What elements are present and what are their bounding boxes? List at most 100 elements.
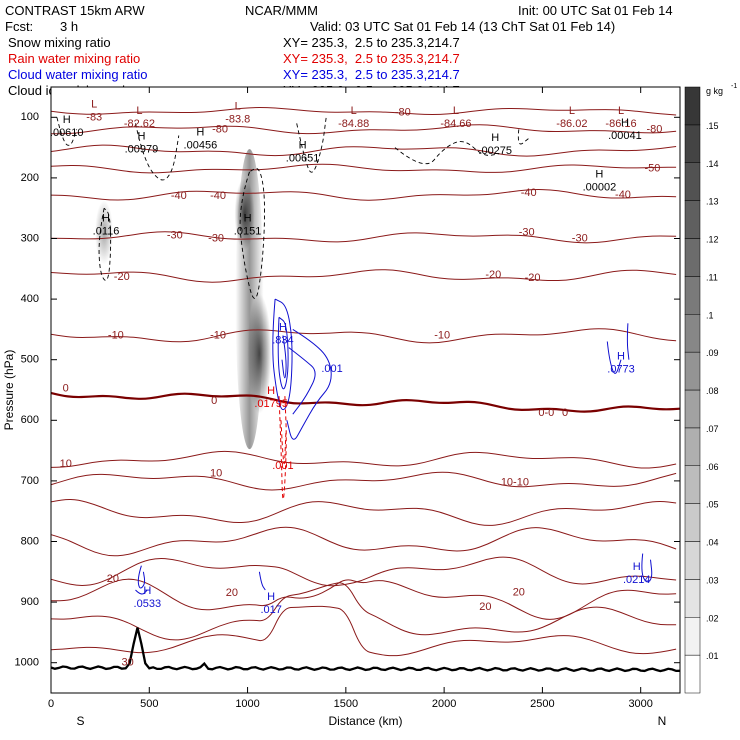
colorbar-label: .15 <box>706 121 719 131</box>
isotherm-label: -20 <box>525 272 541 284</box>
isotherm-line <box>51 450 677 469</box>
extremum-marker: H <box>617 351 625 363</box>
isotherm-label: 10-10 <box>501 477 529 489</box>
extremum-marker: H <box>299 140 307 152</box>
isotherm-label: 0-0 <box>538 407 554 419</box>
init-time: Init: 00 UTC Sat 01 Feb 14 <box>518 3 673 18</box>
colorbar-bin <box>684 503 701 542</box>
y-tick-label: 800 <box>21 535 39 547</box>
extremum-marker: H <box>63 114 71 126</box>
cloud-water-contour <box>286 328 332 440</box>
cloud-water-contour <box>641 553 653 583</box>
extremum-marker: L <box>569 105 575 117</box>
extremum-value: .0533 <box>134 598 162 610</box>
y-tick-label: 500 <box>21 354 39 366</box>
legend-label: Cloud water mixing ratio <box>8 67 148 82</box>
colorbar-bin <box>684 579 701 618</box>
extremum-value: .00651 <box>286 153 320 165</box>
isotherm-line <box>51 526 677 557</box>
isotherm-line <box>51 328 677 344</box>
y-tick-label: 100 <box>21 111 39 123</box>
extremum-value: .017 <box>260 604 281 616</box>
y-axis-title: Pressure (hPa) <box>2 350 16 431</box>
colorbar-bin <box>684 162 701 201</box>
extremum-marker: L <box>351 105 357 117</box>
cloud-water-contour <box>626 323 630 360</box>
isotherm-line <box>51 498 677 526</box>
extremum-marker: H <box>196 126 204 138</box>
colorbar-bin <box>684 200 701 239</box>
y-tick-label: 300 <box>21 232 39 244</box>
colorbar-bin <box>684 276 701 315</box>
isotherm-label: -30 <box>167 229 183 241</box>
colorbar-bin <box>684 617 701 656</box>
extremum-marker: L <box>618 105 624 117</box>
isotherm-label: 0 <box>562 407 568 419</box>
rain-contour <box>280 420 287 464</box>
colorbar-label: .13 <box>706 197 719 207</box>
legend-label: Snow mixing ratio <box>8 35 111 50</box>
ice-shading-core <box>234 178 255 251</box>
ice-contour <box>394 141 500 165</box>
isotherm-line <box>51 231 677 244</box>
legend-xy: XY= 235.3, 2.5 to 235.3,214.7 <box>283 51 460 66</box>
ice-shading-small <box>95 200 114 265</box>
extremum-marker: L <box>91 98 97 110</box>
isotherm-label: -80 <box>212 123 228 135</box>
colorbar-bin <box>684 314 701 353</box>
x-tick-label: 0 <box>48 698 54 710</box>
zero-isotherm <box>51 391 680 413</box>
isotherm-line <box>51 556 677 587</box>
y-tick-label: 700 <box>21 475 39 487</box>
colorbar-bin <box>684 124 701 163</box>
cloud-water-contour <box>135 589 148 595</box>
forecast-value: 3 h <box>60 19 79 34</box>
extremum-value: .00979 <box>125 144 159 156</box>
isotherm-line <box>51 471 677 491</box>
snow-shading-core <box>247 293 272 414</box>
extremum-value: .0773 <box>607 364 635 376</box>
extremum-marker: H <box>143 585 151 597</box>
extremum-value: .00002 <box>583 182 617 194</box>
extremum-value: -82.62 <box>124 118 155 130</box>
extremum-value: -86.16 <box>605 118 636 130</box>
y-tick-label: 600 <box>21 414 39 426</box>
extremum-value: -84.88 <box>338 118 369 130</box>
isotherm-label: -80 <box>646 123 662 135</box>
contour-value-label: .001 <box>272 460 293 472</box>
extremum-marker: H <box>633 561 641 573</box>
model-title: CONTRAST 15km ARW <box>5 3 145 18</box>
colorbar-unit-exponent: -1 <box>731 83 737 90</box>
extremum-marker: L <box>136 105 142 117</box>
isotherm-label: -40 <box>521 187 537 199</box>
extremum-value: -84.66 <box>440 118 471 130</box>
ice-contour <box>98 207 112 281</box>
isotherm-label: -10 <box>434 329 450 341</box>
y-tick-label: 1000 <box>15 657 39 669</box>
x-tick-label: 3000 <box>628 698 652 710</box>
isotherm-label: -10 <box>210 329 226 341</box>
cloud-water-contour <box>606 341 622 374</box>
colorbar-bin <box>684 351 701 391</box>
colorbar-label: .04 <box>706 538 719 548</box>
extremum-value: -83 <box>86 111 102 123</box>
extremum-value: .00275 <box>478 145 512 157</box>
isotherm-label: -30 <box>519 226 535 238</box>
isotherm-label: -30 <box>208 232 224 244</box>
isotherm-label: -40 <box>615 189 631 201</box>
extremum-marker: H <box>279 321 287 333</box>
y-tick-label: 900 <box>21 596 39 608</box>
isotherm-label: 0 <box>211 395 217 407</box>
colorbar-bin <box>684 427 701 466</box>
isotherm-label: 20 <box>479 601 491 613</box>
colorbar-bin <box>684 238 701 277</box>
extremum-marker: H <box>102 212 110 224</box>
isotherm-label: -50 <box>645 163 661 175</box>
cloud-water-contour <box>281 335 287 379</box>
extremum-value: .00456 <box>184 139 218 151</box>
extremum-marker: H <box>137 131 145 143</box>
isotherm-label: -20 <box>114 271 130 283</box>
extremum-value: .00041 <box>608 130 642 142</box>
extremum-marker: H <box>267 591 275 603</box>
